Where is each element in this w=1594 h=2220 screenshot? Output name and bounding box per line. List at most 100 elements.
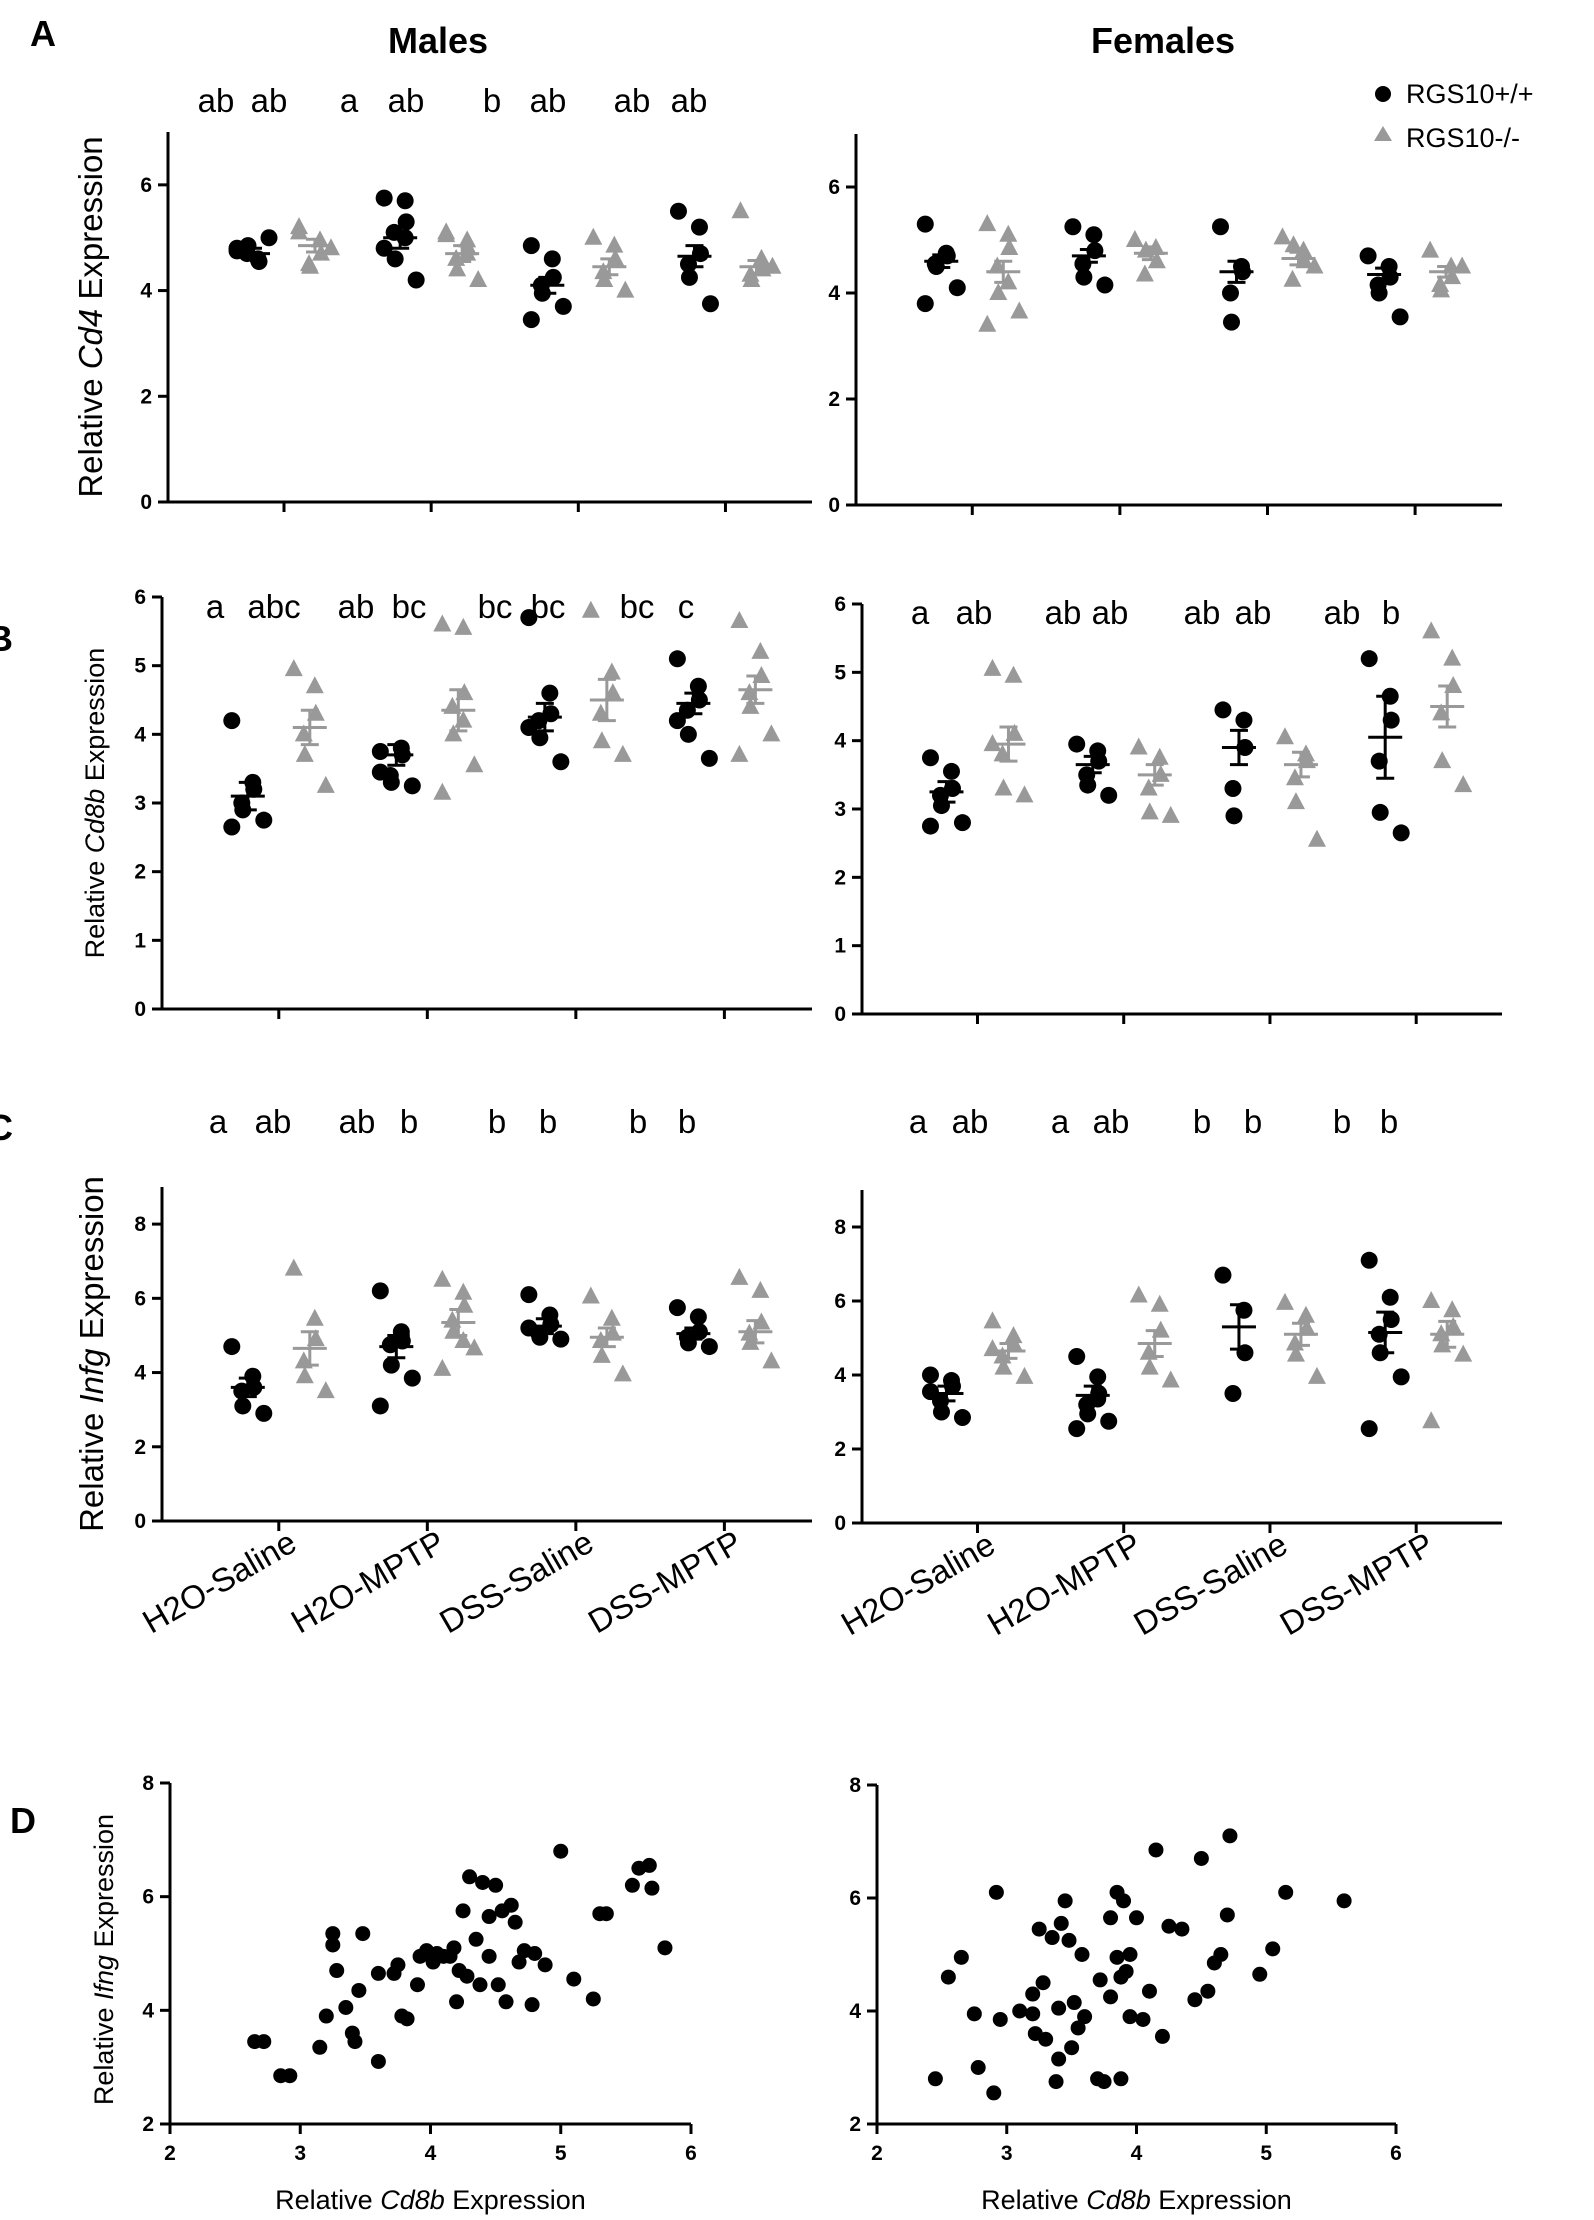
y-tick-label: 4 [834, 1364, 846, 1387]
y-axis-label-gene: Cd8b [80, 789, 110, 854]
y-tick-label: 2 [849, 2113, 861, 2136]
data-point-ko [1150, 747, 1169, 765]
data-point-wt [371, 1397, 389, 1415]
data-point-wt [700, 1338, 718, 1356]
data-point [462, 1869, 478, 1885]
data-point [1044, 1930, 1060, 1946]
data-point-ko [592, 1345, 611, 1363]
data-point [370, 2053, 386, 2069]
data-point-wt [669, 202, 687, 220]
data-point [1252, 1966, 1268, 1982]
significance-letter: a [340, 82, 359, 119]
data-point-ko [994, 1357, 1013, 1375]
data-point [1025, 2006, 1041, 2022]
data-point [1336, 1893, 1352, 1909]
data-point [1066, 1995, 1082, 2011]
y-tick-label: 2 [834, 866, 846, 889]
data-point-wt [1392, 824, 1410, 842]
data-point [1064, 2040, 1080, 2056]
data-point [524, 1997, 540, 2013]
data-point-wt [520, 609, 538, 627]
significance-letter: b [1244, 1103, 1262, 1140]
data-point-ko [1307, 1366, 1326, 1384]
data-point [970, 2060, 986, 2075]
data-point-wt [700, 749, 718, 767]
panel-a-f: 0 2 4 6 [828, 134, 1502, 517]
data-point-ko [437, 225, 456, 243]
data-point-wt [1068, 1348, 1086, 1365]
data-point [1109, 1949, 1125, 1965]
data-point-wt [403, 777, 421, 795]
y-tick-label: 2 [834, 1438, 846, 1461]
data-point [1053, 1915, 1069, 1931]
x-tick-label: 2 [164, 2142, 176, 2165]
data-point-ko [305, 1308, 324, 1326]
data-point-wt [1370, 284, 1388, 302]
data-point [566, 1971, 582, 1987]
data-point-ko [1161, 1370, 1180, 1388]
data-point [1103, 1989, 1119, 2005]
data-point-ko [1015, 785, 1034, 803]
data-point [1148, 1842, 1164, 1858]
category-label: DSS-MPTP [1274, 1525, 1440, 1642]
y-tick-label: 3 [834, 798, 846, 821]
data-point-ko [458, 230, 477, 248]
y-tick-label: 0 [828, 494, 840, 517]
data-point [986, 2085, 1002, 2101]
category-label: H2O-Saline [835, 1525, 1001, 1642]
data-point-wt [932, 1403, 950, 1421]
category-label: DSS-Saline [433, 1523, 599, 1640]
data-point-wt [1235, 711, 1253, 729]
x-axis-label-post: Expression [1151, 2185, 1292, 2215]
data-point [1135, 2011, 1151, 2027]
data-point-wt [1096, 276, 1114, 294]
data-point-ko [1422, 1411, 1441, 1429]
y-axis-label-gene: Infg [73, 1348, 110, 1404]
category-label: H2O-MPTP [285, 1523, 451, 1640]
data-point-ko [1150, 1294, 1169, 1312]
data-point-ko [1129, 737, 1148, 755]
data-point-wt [668, 1299, 686, 1317]
data-point [282, 2068, 298, 2084]
x-tick-label: 5 [555, 2142, 567, 2165]
significance-letter: a [909, 1103, 928, 1140]
x-axis-label: Relative Cd8b Expression [981, 2185, 1292, 2215]
data-point [644, 1880, 660, 1896]
data-point [325, 1926, 341, 1942]
data-point-wt [1222, 313, 1240, 331]
data-point-wt [1089, 1368, 1107, 1386]
data-point-ko [448, 259, 467, 277]
data-point [1174, 1921, 1190, 1937]
category-label: DSS-Saline [1127, 1525, 1293, 1642]
data-point [1200, 1983, 1216, 1999]
data-point-wt [223, 712, 241, 730]
data-point-wt [223, 1338, 241, 1356]
data-point-ko [1140, 802, 1159, 820]
data-point-wt [1381, 1288, 1399, 1306]
y-axis-label: Relative Cd8b Expression [80, 648, 110, 959]
significance-letter: bc [531, 588, 566, 625]
y-axis-label-gene: Cd4 [72, 309, 109, 370]
data-point [490, 1977, 506, 1993]
data-point-wt [921, 1366, 939, 1384]
data-point-wt [668, 712, 686, 730]
data-point-wt [255, 811, 273, 829]
data-point [468, 1931, 484, 1947]
data-point-wt [1225, 807, 1243, 825]
y-tick-label: 6 [828, 176, 840, 199]
data-point-wt [1382, 711, 1400, 729]
data-point-wt [1224, 780, 1242, 797]
data-point-wt [1360, 1420, 1378, 1438]
y-tick-label: 8 [142, 1772, 154, 1795]
significance-letter: ab [339, 1103, 376, 1140]
data-point [1122, 1947, 1138, 1962]
significance-letter: ab [338, 588, 375, 625]
data-point [992, 2011, 1008, 2027]
data-point [455, 1903, 471, 1919]
data-point [488, 1877, 504, 1893]
data-point-wt [689, 1308, 707, 1326]
data-point-ko [1000, 237, 1019, 255]
